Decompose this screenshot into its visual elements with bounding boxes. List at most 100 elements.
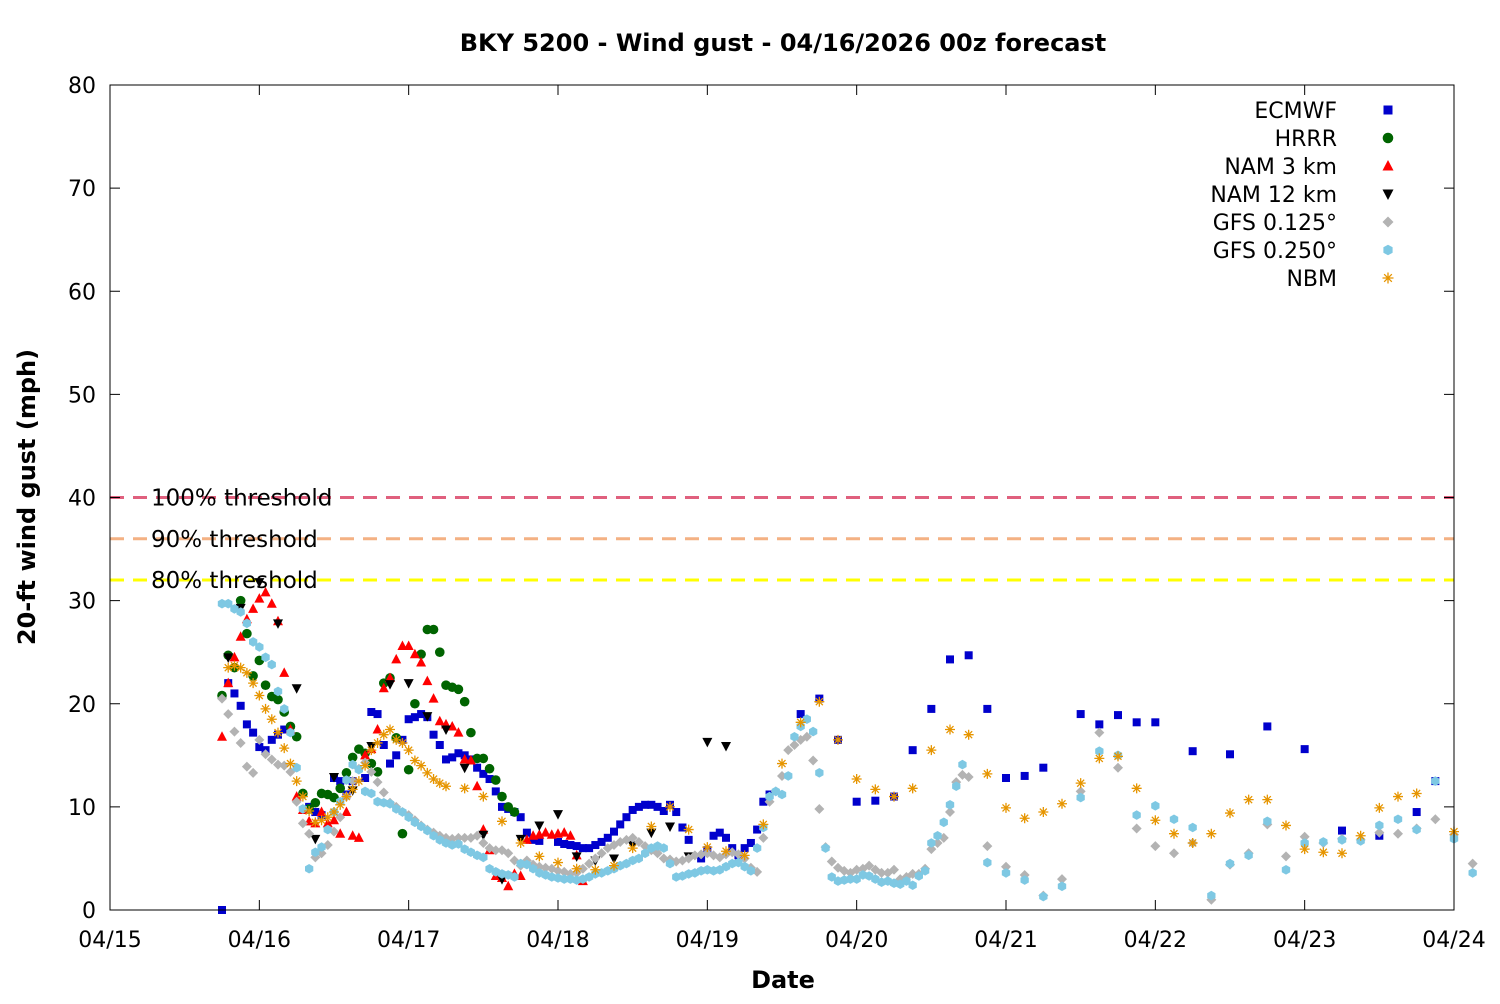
data-point xyxy=(266,598,277,608)
data-point xyxy=(316,806,327,817)
data-point xyxy=(809,726,818,737)
data-point xyxy=(641,848,650,859)
data-point xyxy=(280,704,289,714)
data-point xyxy=(509,807,520,817)
data-point xyxy=(1002,774,1010,782)
data-point xyxy=(304,828,315,839)
data-point xyxy=(291,776,302,787)
data-point xyxy=(927,704,936,713)
data-point xyxy=(378,682,389,693)
legend-label: HRRR xyxy=(1275,127,1337,152)
y-tick-label: 50 xyxy=(68,383,96,408)
y-axis-title: 20-ft wind gust (mph) xyxy=(13,349,41,645)
data-point xyxy=(715,828,724,837)
data-point xyxy=(353,832,364,842)
data-point xyxy=(273,619,283,629)
data-point xyxy=(1076,792,1085,803)
data-point xyxy=(273,727,283,738)
legend-marker xyxy=(1382,189,1394,200)
data-point xyxy=(441,781,451,792)
data-point xyxy=(1299,831,1310,842)
data-point xyxy=(341,806,352,817)
data-point xyxy=(478,791,489,802)
data-point xyxy=(889,864,899,875)
data-point xyxy=(235,737,246,748)
data-point xyxy=(229,660,240,671)
data-point xyxy=(229,651,240,662)
y-tick-label: 70 xyxy=(68,177,96,202)
data-point xyxy=(503,880,514,891)
data-point xyxy=(335,812,346,823)
data-point xyxy=(428,774,439,785)
data-point xyxy=(753,843,762,853)
data-point xyxy=(858,870,867,880)
data-point xyxy=(478,753,489,764)
threshold-lines: 100% threshold 90% threshold 80% threshold xyxy=(110,486,1454,594)
legend-marker xyxy=(1382,132,1394,144)
data-point xyxy=(1375,820,1384,831)
data-point xyxy=(490,845,501,856)
data-point xyxy=(236,701,245,710)
data-point xyxy=(1468,868,1477,878)
data-point xyxy=(254,690,265,701)
data-point xyxy=(522,859,531,870)
data-point xyxy=(373,710,382,719)
data-point xyxy=(802,714,811,724)
data-point xyxy=(261,652,270,663)
data-point xyxy=(422,712,433,722)
data-point xyxy=(553,810,563,820)
data-point xyxy=(801,731,812,742)
data-point xyxy=(871,796,880,805)
y-tick-label: 80 xyxy=(68,74,96,99)
data-point xyxy=(821,843,830,853)
data-point xyxy=(758,832,769,843)
data-point xyxy=(926,844,937,855)
data-point xyxy=(709,831,718,840)
data-point xyxy=(354,765,363,775)
data-point xyxy=(1299,844,1310,855)
data-point xyxy=(665,801,675,812)
data-point xyxy=(1188,747,1197,756)
data-point xyxy=(659,807,668,815)
data-point xyxy=(429,730,438,739)
data-point xyxy=(510,872,519,882)
data-point xyxy=(678,823,687,832)
threshold-label-100-threshold: 100% threshold xyxy=(151,486,332,512)
data-point xyxy=(317,842,326,852)
data-point xyxy=(217,693,227,704)
data-point xyxy=(1169,814,1179,824)
data-point xyxy=(217,731,227,741)
data-point xyxy=(1430,814,1441,825)
data-point xyxy=(616,820,625,829)
data-point xyxy=(1262,794,1273,805)
data-point xyxy=(627,832,638,843)
data-point xyxy=(497,791,507,802)
data-point xyxy=(634,853,643,864)
data-point xyxy=(403,679,414,689)
data-point xyxy=(983,704,992,713)
data-point xyxy=(982,841,993,852)
x-tick-label: 04/20 xyxy=(825,928,888,953)
data-point xyxy=(1169,828,1179,839)
series-nbm xyxy=(223,660,1459,875)
data-point xyxy=(385,672,395,682)
data-point xyxy=(403,764,414,775)
chart-title: BKY 5200 - Wind gust - 04/16/2026 00z fo… xyxy=(460,29,1107,57)
data-point xyxy=(336,777,345,786)
data-point xyxy=(795,717,806,728)
data-point xyxy=(291,796,302,807)
data-point xyxy=(1281,851,1291,862)
y-tick-label: 20 xyxy=(68,693,96,718)
data-point xyxy=(267,735,276,744)
data-point xyxy=(1150,841,1161,852)
data-point xyxy=(360,760,371,771)
data-point xyxy=(310,797,321,808)
data-point xyxy=(397,828,408,839)
data-point xyxy=(609,860,619,871)
data-point xyxy=(577,863,588,874)
data-point xyxy=(1226,750,1234,759)
data-point xyxy=(498,802,506,811)
data-point xyxy=(851,774,862,785)
legend-marker xyxy=(1383,244,1393,256)
data-point xyxy=(945,724,955,735)
